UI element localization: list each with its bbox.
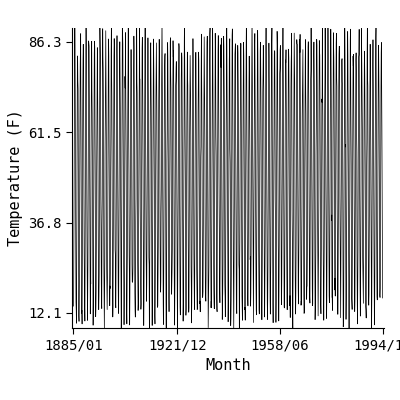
Y-axis label: Temperature (F): Temperature (F) (8, 110, 22, 246)
X-axis label: Month: Month (205, 358, 251, 373)
